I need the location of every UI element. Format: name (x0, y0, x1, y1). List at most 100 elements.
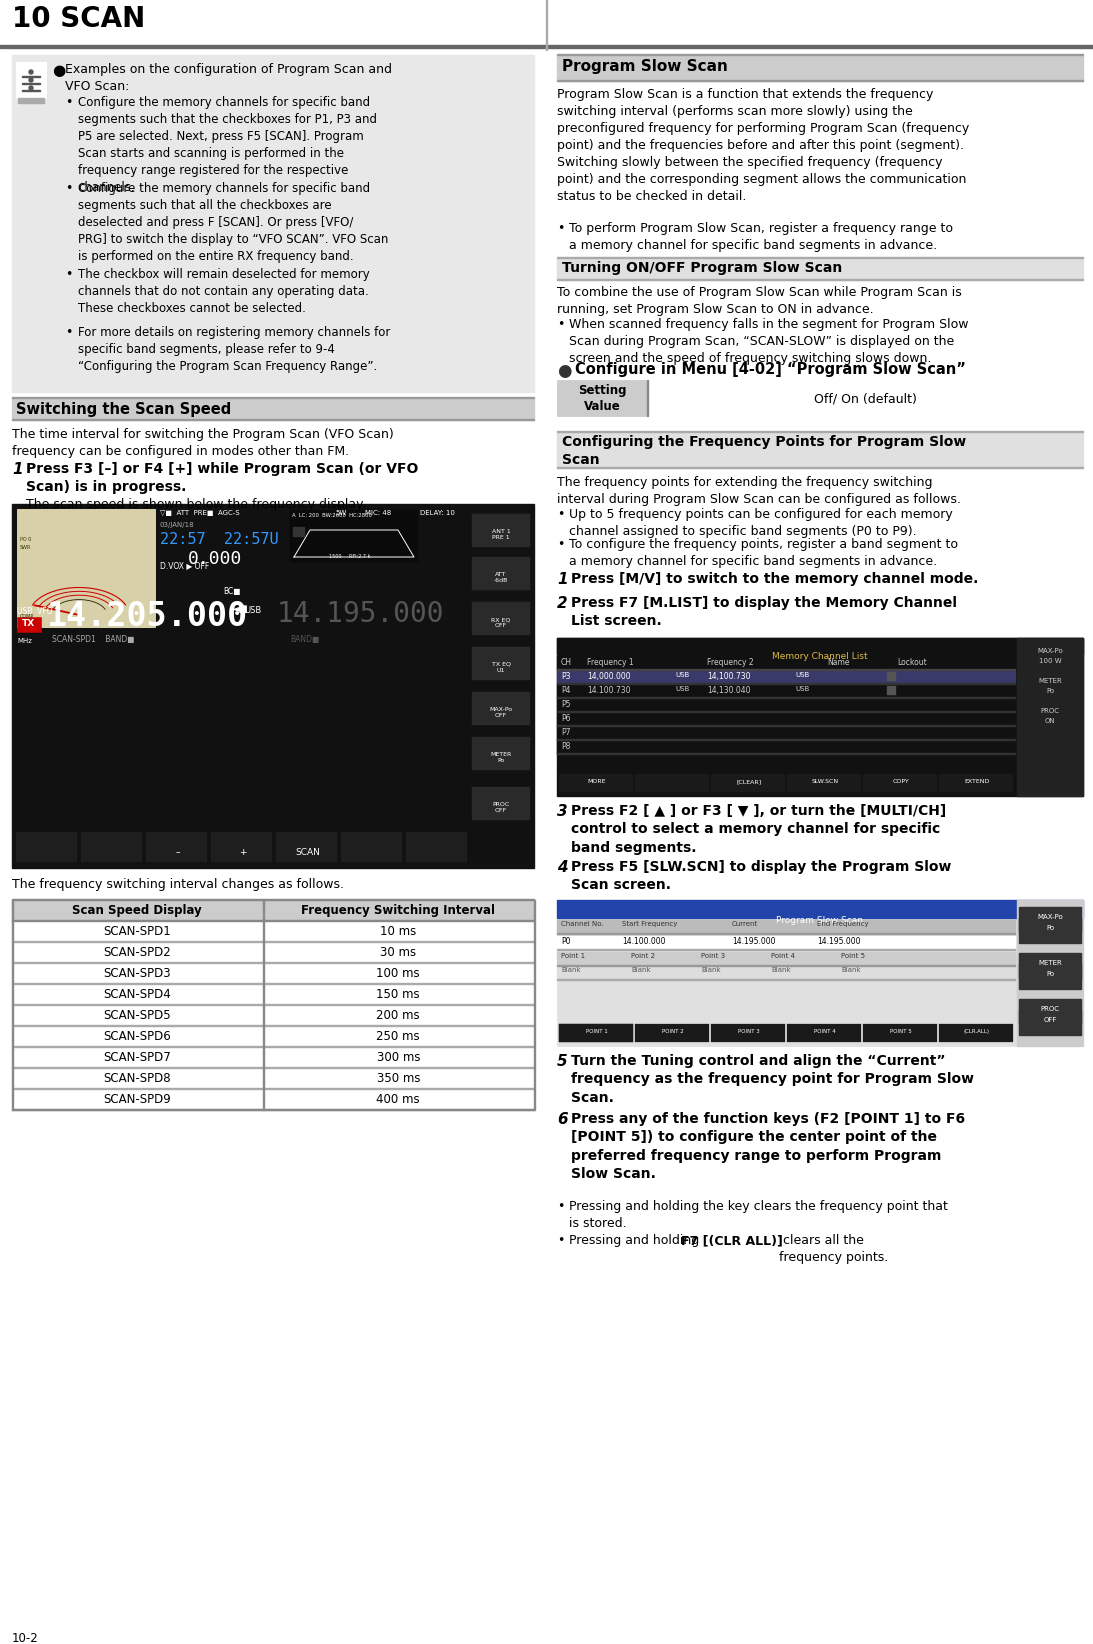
Text: POINT 4: POINT 4 (814, 1029, 836, 1034)
Bar (81, 832, 142, 861)
Text: 1: 1 (12, 462, 23, 477)
Text: 150 ms: 150 ms (376, 988, 420, 1001)
Text: USB: USB (795, 672, 809, 677)
Text: •: • (64, 182, 72, 196)
Text: MAX-Po: MAX-Po (1037, 914, 1062, 921)
Bar (863, 774, 937, 792)
Bar (635, 774, 709, 792)
Bar (472, 787, 530, 820)
Text: MHz: MHz (17, 638, 32, 644)
Bar (12, 1026, 534, 1047)
Text: To configure the frequency points, register a band segment to
a memory channel f: To configure the frequency points, regis… (569, 538, 957, 567)
Text: 3: 3 (557, 804, 567, 819)
Text: SLW.SCN: SLW.SCN (811, 779, 838, 784)
Bar (12, 942, 534, 963)
Text: 14,100.730: 14,100.730 (707, 672, 751, 681)
Text: The checkbox will remain deselected for memory
channels that do not contain any : The checkbox will remain deselected for … (78, 268, 369, 316)
Bar (12, 1069, 534, 1088)
Bar (12, 963, 534, 985)
Bar (277, 832, 337, 861)
Bar (787, 1024, 861, 1042)
Bar (557, 727, 1015, 740)
Text: SCAN-SPD8: SCAN-SPD8 (104, 1072, 172, 1085)
Text: For more details on registering memory channels for
specific band segments, plea: For more details on registering memory c… (78, 326, 390, 373)
Text: Press any of the function keys (F2 [POINT 1] to F6
[POINT 5]) to configure the c: Press any of the function keys (F2 [POIN… (571, 1111, 965, 1180)
Bar (12, 985, 534, 1004)
Text: clears all the
frequency points.: clears all the frequency points. (779, 1235, 889, 1264)
Text: 4: 4 (557, 860, 567, 875)
Bar (12, 1047, 534, 1069)
Bar (472, 692, 530, 725)
Text: USB: USB (795, 686, 809, 692)
Bar (557, 432, 1083, 469)
Text: -ALC-: -ALC- (20, 621, 31, 626)
Bar (1019, 963, 1081, 990)
Text: SCAN-SPD4: SCAN-SPD4 (104, 988, 172, 1001)
Circle shape (30, 71, 33, 74)
Bar (939, 1024, 1013, 1042)
Text: Press F7 [M.LIST] to display the Memory Channel
List screen.: Press F7 [M.LIST] to display the Memory … (571, 597, 957, 628)
Text: Point 4: Point 4 (771, 954, 795, 958)
Bar (557, 258, 1083, 279)
Bar (0, 44, 1093, 48)
Text: •: • (557, 1235, 564, 1248)
Text: 1: 1 (557, 572, 567, 587)
Bar (211, 832, 272, 861)
Text: Pressing and holding the key clears the frequency point that
is stored.: Pressing and holding the key clears the … (569, 1200, 948, 1230)
Bar (12, 398, 534, 419)
Text: •: • (557, 538, 564, 551)
Text: CH: CH (561, 658, 572, 667)
Bar (557, 899, 1083, 917)
Text: Name: Name (827, 658, 849, 667)
Text: P3: P3 (561, 672, 571, 681)
Bar (12, 54, 534, 391)
Text: Point 1: Point 1 (561, 954, 585, 958)
Text: Frequency Switching Interval: Frequency Switching Interval (302, 904, 495, 917)
Bar (1016, 638, 1083, 796)
Text: USB  VFO: USB VFO (17, 607, 52, 616)
Bar (12, 1088, 534, 1110)
Text: Blank: Blank (701, 967, 720, 973)
Text: USB: USB (675, 672, 690, 677)
Text: Press F5 [SLW.SCN] to display the Program Slow
Scan screen.: Press F5 [SLW.SCN] to display the Progra… (571, 860, 951, 893)
Bar (787, 774, 861, 792)
Text: SCAN-SPD3: SCAN-SPD3 (104, 967, 172, 980)
Text: P5: P5 (561, 700, 571, 709)
Text: SCAN-SPD6: SCAN-SPD6 (104, 1031, 172, 1042)
Text: 14.205.000: 14.205.000 (47, 600, 248, 633)
Text: ●: ● (557, 362, 572, 380)
Text: METER: METER (1038, 677, 1062, 684)
Bar (17, 99, 44, 104)
Bar (16, 62, 46, 99)
Text: 100 ms: 100 ms (376, 967, 420, 980)
Bar (1019, 917, 1081, 944)
Text: +: + (239, 848, 247, 857)
Text: 1500     RFI:2.7 k: 1500 RFI:2.7 k (329, 554, 371, 559)
Bar (557, 740, 1015, 755)
Bar (1019, 907, 1081, 932)
Text: Turning ON/OFF Program Slow Scan: Turning ON/OFF Program Slow Scan (562, 261, 843, 275)
Text: Point 2: Point 2 (631, 954, 655, 958)
Text: 14.100.000: 14.100.000 (622, 937, 666, 945)
Text: P4: P4 (561, 686, 571, 695)
Text: BAND■: BAND■ (290, 635, 319, 644)
Bar (557, 638, 1083, 796)
Bar (12, 1004, 534, 1026)
Text: When scanned frequency falls in the segment for Program Slow
Scan during Program: When scanned frequency falls in the segm… (569, 317, 968, 365)
Text: RX EQ
OFF: RX EQ OFF (492, 616, 510, 628)
Bar (712, 774, 785, 792)
Text: SCAN-SPD9: SCAN-SPD9 (104, 1093, 172, 1106)
Bar (472, 648, 530, 681)
Text: Off/ On (default): Off/ On (default) (813, 393, 916, 406)
Text: ON: ON (1045, 718, 1056, 723)
Text: 350 ms: 350 ms (376, 1072, 420, 1085)
Text: OFF: OFF (1044, 1018, 1057, 1023)
Bar (863, 1024, 937, 1042)
Text: P6: P6 (561, 713, 571, 723)
Text: P8: P8 (561, 741, 571, 751)
Text: •: • (64, 95, 72, 109)
Bar (557, 935, 1015, 950)
Text: The frequency points for extending the frequency switching
interval during Progr: The frequency points for extending the f… (557, 477, 961, 506)
Text: Lockout: Lockout (897, 658, 927, 667)
Text: 0.000: 0.000 (188, 551, 243, 567)
